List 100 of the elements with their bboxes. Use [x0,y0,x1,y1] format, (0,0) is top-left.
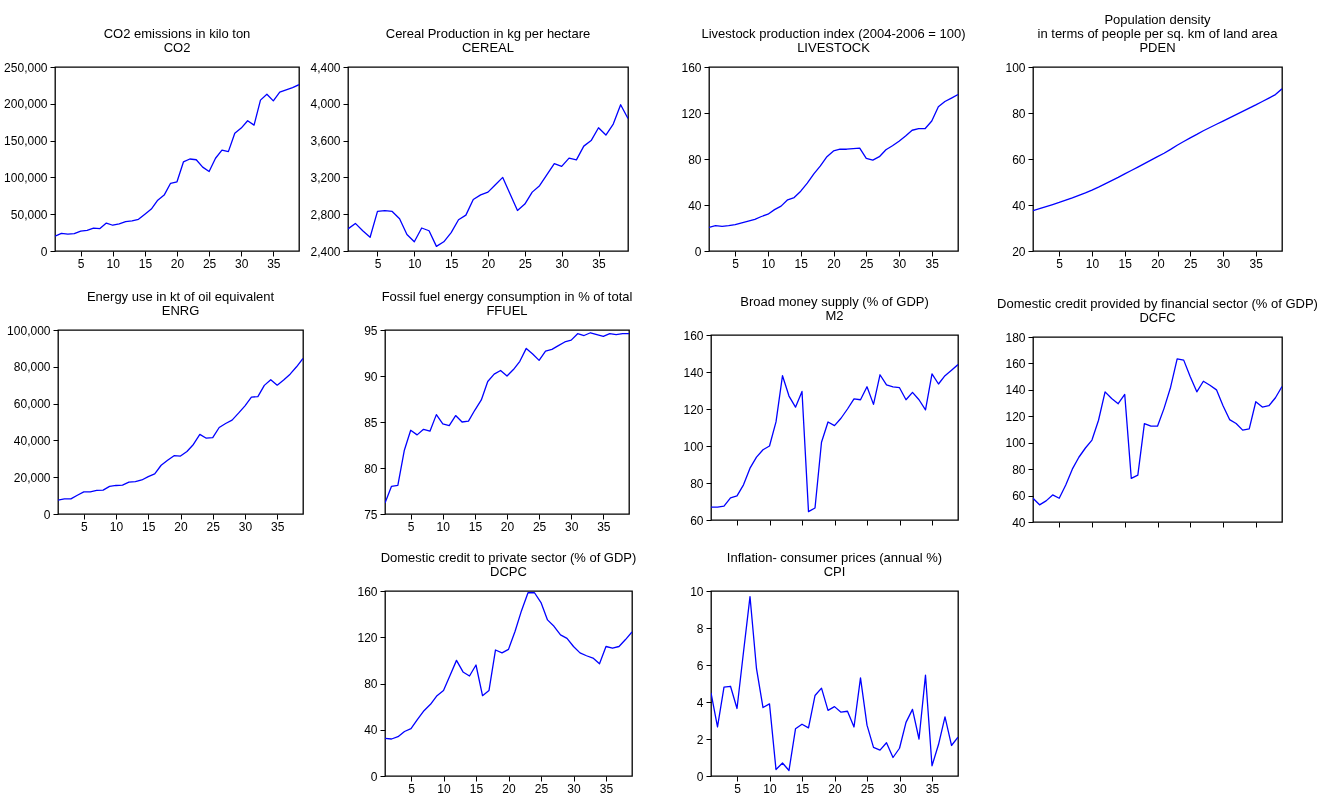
x-tick-label: 15 [469,781,484,796]
x-tick-label: 10 [106,256,121,271]
chart-title: Domestic credit provided by financial sector (% of GDP) [997,296,1318,311]
chart-title: CO2 emissions in kilo ton [103,26,251,41]
x-tick-label: 35 [599,781,614,796]
chart-subtitle: LIVESTOCK [797,40,871,55]
chart-subtitle: CPI [823,564,846,579]
y-tick-label: 2,400 [310,244,341,259]
x-tick-label: 5 [374,256,382,271]
x-tick-label: 30 [235,256,249,271]
line-series [55,84,299,237]
y-tick-label: 0 [40,244,48,259]
y-tick-label: 180 [1005,330,1026,345]
x-tick-label: 5 [80,519,88,534]
x-tick-label: 20 [174,519,188,534]
y-tick-label: 50,000 [10,207,48,222]
x-tick-label: 30 [567,781,581,796]
y-tick-label: 100 [1005,436,1026,451]
x-tick-label: 35 [925,256,940,271]
x-tick-label: 35 [592,256,607,271]
x-tick-label: 10 [109,519,124,534]
line-series [1033,358,1282,506]
y-tick-label: 120 [681,106,702,121]
y-tick-label: 20 [1012,244,1026,259]
x-tick-label: 10 [408,256,422,271]
x-tick-label: 15 [138,256,153,271]
y-tick-label: 160 [683,328,704,343]
y-tick-label: 40 [1012,198,1026,213]
line-series [709,93,958,229]
chart-title: Fossil fuel energy consumption in % of total [381,289,633,304]
y-tick-label: 2,800 [310,207,341,222]
y-tick-label: 4 [696,695,704,710]
x-tick-label: 10 [437,781,451,796]
line-series [58,357,303,501]
y-tick-label: 100,000 [4,170,48,185]
y-tick-label: 60,000 [13,397,51,412]
y-tick-label: 200,000 [4,97,48,112]
chart-title: Livestock production index (2004-2006 = 100) [701,26,966,41]
y-tick-label: 8 [696,621,704,636]
x-tick-label: 30 [238,519,253,534]
y-tick-label: 100,000 [7,323,51,338]
x-tick-label: 20 [500,519,515,534]
x-tick-label: 25 [860,781,875,796]
x-tick-label: 10 [1085,256,1100,271]
y-tick-label: 95 [364,323,378,338]
y-tick-label: 0 [370,769,378,784]
y-tick-label: 4,000 [310,97,341,112]
x-tick-label: 30 [555,256,570,271]
y-tick-label: 250,000 [4,60,48,75]
y-tick-label: 160 [681,60,702,75]
line-series [385,592,632,740]
y-tick-label: 40 [688,198,702,213]
chart-title: Domestic credit to private sector (% of GDP) [380,550,637,565]
y-tick-label: 60 [690,513,704,528]
x-tick-label: 5 [407,519,415,534]
x-tick-label: 5 [732,256,740,271]
y-tick-label: 140 [1005,383,1026,398]
chart-title: Population density in terms of people per sq. km of land area [1037,12,1279,41]
y-tick-label: 80 [1012,462,1026,477]
y-tick-label: 60 [1012,489,1026,504]
x-tick-label: 25 [206,519,221,534]
x-tick-label: 20 [481,256,496,271]
chart-subtitle: CO2 [163,40,191,55]
x-tick-label: 15 [795,781,810,796]
y-tick-label: 90 [364,369,378,384]
x-tick-label: 20 [170,256,185,271]
y-tick-label: 120 [683,402,704,417]
y-tick-label: 2 [696,732,704,747]
y-tick-label: 75 [364,507,378,522]
y-tick-label: 160 [357,584,378,599]
x-tick-label: 30 [1216,256,1231,271]
x-tick-label: 25 [1184,256,1198,271]
y-tick-label: 100 [683,439,704,454]
y-tick-label: 80 [364,461,378,476]
y-tick-label: 0 [694,244,702,259]
y-tick-label: 80 [364,677,378,691]
x-tick-label: 25 [518,256,533,271]
x-tick-label: 35 [925,781,940,796]
chart-subtitle: M2 [825,308,844,323]
x-tick-label: 15 [444,256,459,271]
x-tick-label: 25 [202,256,217,271]
line-series [348,104,628,248]
y-tick-label: 160 [1005,356,1026,371]
x-tick-label: 5 [408,781,416,796]
chart-subtitle: DCPC [490,564,527,579]
y-tick-label: 80 [690,476,704,491]
y-tick-label: 85 [364,415,378,430]
y-tick-label: 80,000 [13,360,51,375]
x-tick-label: 20 [1151,256,1165,271]
x-tick-label: 15 [468,519,483,534]
y-tick-label: 60 [1012,152,1026,167]
x-tick-label: 15 [1118,256,1133,271]
y-tick-label: 40,000 [13,433,51,448]
x-tick-label: 5 [734,781,742,796]
x-tick-label: 30 [565,519,579,534]
y-tick-label: 40 [1012,515,1026,530]
y-tick-label: 6 [696,658,704,673]
y-tick-label: 4,400 [310,60,341,75]
chart-subtitle: ENRG [161,303,200,318]
y-tick-label: 80 [1012,106,1026,121]
